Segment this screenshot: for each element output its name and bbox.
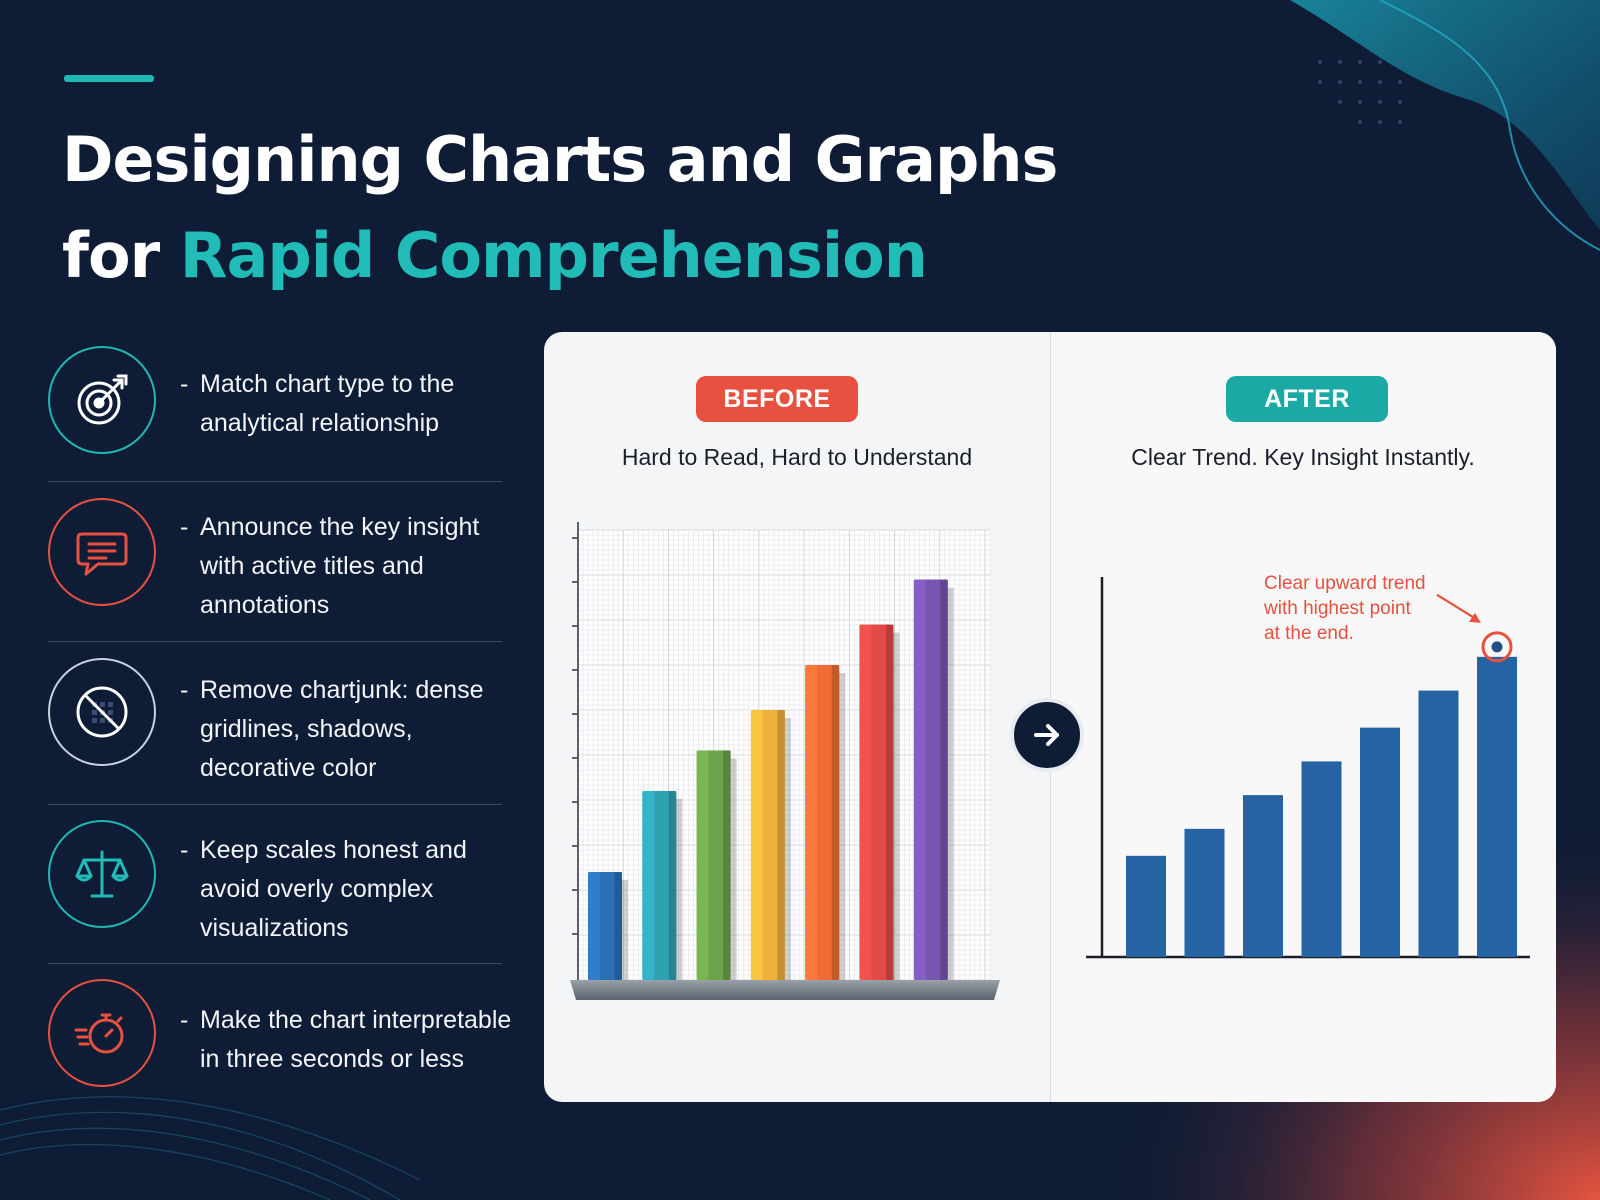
divider [48, 481, 502, 482]
bar-edge [831, 665, 840, 980]
after-bar [1418, 690, 1459, 957]
page-title: Designing Charts and Graphs for Rapid Co… [62, 112, 1058, 304]
annotation-arrow-line [1436, 593, 1480, 622]
tip-text: - Make the chart interpretable in three … [180, 1001, 540, 1079]
after-bar [1360, 727, 1400, 957]
annotation-line: at the end. [1264, 623, 1354, 644]
tip-text: - Remove chartjunk: dense gridlines, sha… [180, 671, 540, 788]
after-subtitle: Clear Trend. Key Insight Instantly. [1131, 444, 1475, 470]
highlight-ring [1481, 631, 1513, 663]
bar-edge [723, 750, 731, 980]
after-panel-background [1050, 332, 1556, 1102]
bar-edge [668, 791, 677, 980]
bar-highlight [805, 665, 818, 980]
after-bar [1477, 656, 1517, 957]
after-chart [1086, 577, 1530, 959]
speech-bubble-icon [48, 498, 156, 606]
tip-line: gridlines, shadows, [200, 715, 413, 743]
no-grid-icon [48, 658, 156, 766]
tip-item-chartjunk: - Remove chartjunk: dense gridlines, sha… [48, 658, 504, 782]
comparison-charts [570, 522, 1530, 1000]
bar-highlight [859, 624, 872, 980]
title-accent-bar [64, 75, 154, 82]
annotation-line: Clear upward trend [1264, 573, 1426, 594]
divider [48, 804, 502, 805]
divider [48, 963, 502, 964]
annotation-arrow-head [1469, 612, 1481, 623]
tip-text: - Keep scales honest and avoid overly co… [180, 831, 540, 948]
tip-line: visualizations [200, 914, 349, 942]
tip-line: with active titles and [200, 552, 424, 580]
tip-text: - Match chart type to the analytical rel… [180, 365, 540, 443]
title-line-1: Designing Charts and Graphs [62, 123, 1058, 196]
title-accent-text: Rapid Comprehension [179, 219, 928, 292]
tip-item-key-insight: - Announce the key insight with active t… [48, 498, 504, 619]
title-line-2-prefix: for [62, 219, 180, 292]
before-badge: BEFORE [696, 376, 858, 422]
after-badge: AFTER [1226, 376, 1388, 422]
tip-item-chart-type: - Match chart type to the analytical rel… [48, 346, 504, 462]
before-subtitle: Hard to Read, Hard to Understand [621, 444, 973, 470]
tip-line: Make the chart interpretable [200, 1006, 512, 1034]
before-chart-bars [588, 579, 954, 980]
tip-line: Match chart type to the [200, 370, 455, 398]
tip-line: Keep scales honest and [200, 836, 467, 864]
before-chart-base [570, 980, 1000, 1000]
tip-item-honest-scales: - Keep scales honest and avoid overly co… [48, 820, 504, 942]
divider [48, 641, 502, 642]
right-arrow-icon [1010, 698, 1084, 772]
after-bar [1184, 828, 1225, 957]
after-bar [1301, 761, 1342, 957]
bar-highlight [588, 872, 600, 980]
tip-line: avoid overly complex [200, 875, 434, 903]
after-bar [1126, 855, 1166, 957]
bar-edge [886, 624, 894, 980]
bar-highlight [750, 710, 763, 980]
after-chart-annotation: Clear upward trend with highest point at… [1264, 571, 1464, 646]
stopwatch-icon [48, 979, 156, 1087]
tip-line: Announce the key insight [200, 513, 480, 541]
bar-edge [614, 872, 622, 980]
annotation-line: with highest point [1264, 598, 1411, 619]
target-arrow-icon [48, 346, 156, 454]
tip-line: analytical relationship [200, 409, 440, 437]
bar-highlight [642, 791, 655, 980]
tip-text: - Announce the key insight with active t… [180, 508, 540, 625]
balance-scale-icon [48, 820, 156, 928]
bar-highlight [696, 750, 709, 980]
highlight-point [1491, 641, 1503, 653]
tip-line: annotations [200, 591, 330, 619]
tip-line: Remove chartjunk: dense [200, 676, 484, 704]
bar-highlight [913, 579, 926, 980]
title-line-2: for Rapid Comprehension [62, 208, 1057, 304]
tip-line: decorative color [200, 754, 377, 782]
bar-edge [940, 579, 948, 980]
after-bar [1243, 795, 1283, 957]
bar-edge [777, 710, 785, 980]
tip-line: in three seconds or less [200, 1045, 465, 1073]
tip-item-three-seconds: - Make the chart interpretable in three … [48, 979, 511, 1095]
